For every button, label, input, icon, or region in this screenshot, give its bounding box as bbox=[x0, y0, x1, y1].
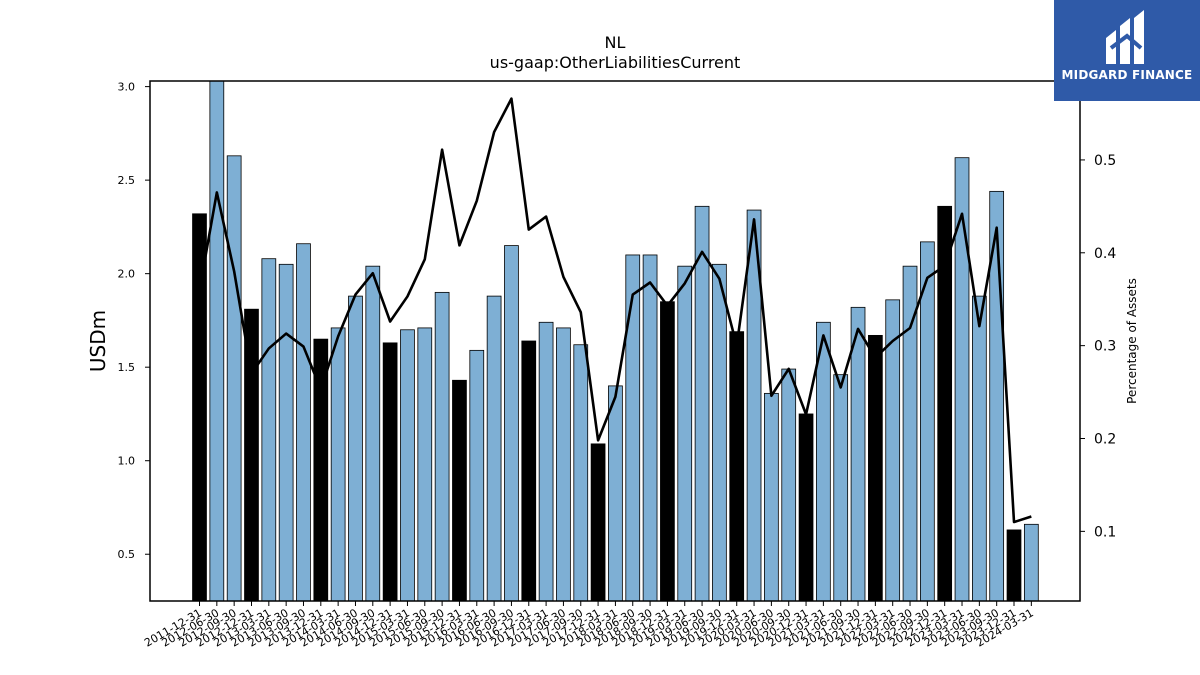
right-axis-ticks: 0.1 0.2 0.3 0.4 0.5 bbox=[1080, 153, 1116, 540]
y-tick-label: 0.5 bbox=[118, 548, 136, 561]
bar bbox=[642, 254, 658, 602]
bar bbox=[781, 368, 797, 602]
logo-label: MIDGARD FINANCE bbox=[1061, 68, 1193, 82]
bar bbox=[261, 258, 277, 602]
bar bbox=[417, 327, 433, 602]
chart-subtitle: us-gaap:OtherLiabilitiesCurrent bbox=[490, 53, 741, 72]
bar bbox=[244, 308, 259, 602]
bar bbox=[434, 291, 450, 602]
y2-tick-label: 0.1 bbox=[1094, 524, 1116, 540]
bar bbox=[209, 80, 225, 602]
bar bbox=[816, 321, 831, 602]
bar bbox=[764, 392, 779, 602]
bar bbox=[556, 327, 571, 602]
chart-title: NL bbox=[605, 33, 626, 52]
bar bbox=[712, 263, 727, 602]
bar bbox=[798, 413, 814, 602]
bar bbox=[400, 329, 415, 602]
bar bbox=[625, 254, 641, 602]
y-tick-label: 3.0 bbox=[118, 81, 136, 94]
midgard-logo-icon bbox=[1106, 10, 1144, 64]
y-tick-label: 2.5 bbox=[118, 174, 136, 187]
bar bbox=[954, 157, 970, 602]
bar-series bbox=[192, 80, 1039, 602]
bar bbox=[850, 306, 866, 602]
bar bbox=[590, 443, 606, 602]
bar bbox=[486, 295, 502, 602]
x-axis-ticks: 2011-12-312012-06-302012-09-302012-12-31… bbox=[142, 601, 1036, 650]
percentage-line bbox=[198, 97, 1032, 524]
y2-tick-label: 0.2 bbox=[1094, 432, 1116, 448]
bar bbox=[1006, 529, 1022, 602]
bar bbox=[469, 349, 485, 602]
y-axis-label: USDm bbox=[86, 310, 110, 372]
bar bbox=[538, 321, 554, 602]
bar bbox=[660, 301, 675, 602]
bar bbox=[226, 155, 242, 602]
bar bbox=[573, 344, 589, 602]
bar bbox=[365, 265, 381, 602]
bar bbox=[278, 263, 294, 602]
y-tick-label: 2.0 bbox=[118, 268, 136, 281]
left-axis-ticks: 0.5 1.0 1.5 2.0 2.5 3.0 bbox=[118, 81, 150, 561]
y2-tick-label: 0.5 bbox=[1094, 153, 1116, 169]
bar bbox=[521, 340, 537, 602]
bar bbox=[972, 295, 987, 602]
bar bbox=[608, 385, 623, 602]
y2-tick-label: 0.4 bbox=[1094, 246, 1116, 262]
bar bbox=[296, 243, 311, 602]
bar bbox=[382, 342, 398, 602]
bar bbox=[677, 265, 693, 602]
midgard-finance-logo: MIDGARD FINANCE bbox=[1054, 0, 1200, 101]
y2-tick-label: 0.3 bbox=[1094, 339, 1116, 355]
bar bbox=[348, 295, 363, 602]
bar bbox=[729, 331, 745, 602]
y-tick-label: 1.0 bbox=[118, 455, 136, 468]
bar bbox=[833, 374, 849, 602]
bar bbox=[504, 245, 519, 602]
percentage-line-series bbox=[198, 97, 1032, 524]
y-tick-label: 1.5 bbox=[118, 361, 136, 374]
bar bbox=[694, 205, 710, 602]
bar bbox=[452, 379, 467, 602]
bar bbox=[1023, 523, 1039, 602]
bar bbox=[868, 334, 883, 602]
bar bbox=[330, 327, 346, 602]
y2-axis-label: Percentage of Assets bbox=[1125, 278, 1139, 404]
bar bbox=[192, 213, 207, 602]
